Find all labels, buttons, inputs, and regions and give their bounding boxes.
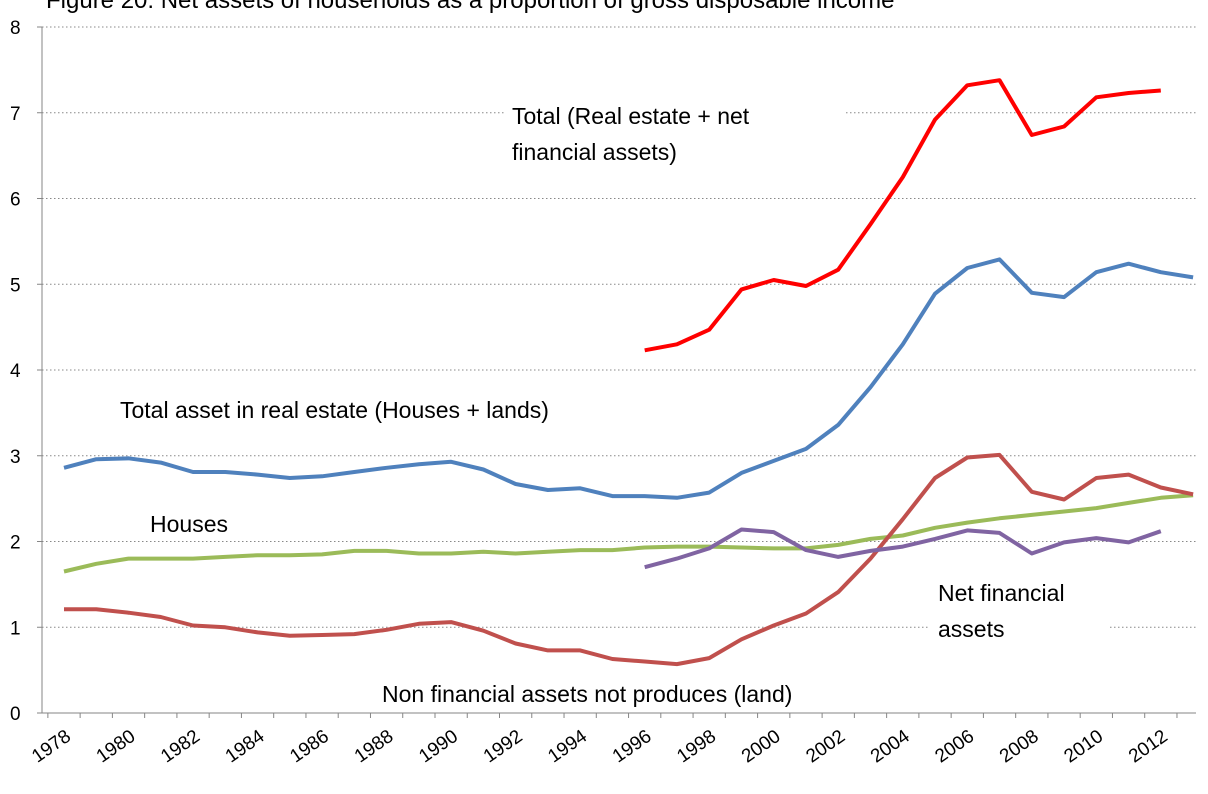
annotation: Total asset in real estate (Houses + lan…	[120, 397, 549, 423]
y-tick-label: 6	[10, 190, 21, 211]
y-tick-label: 5	[10, 275, 21, 296]
annotation-background	[930, 571, 1110, 651]
series-line	[644, 78, 1161, 353]
annotation: financial assets)	[512, 139, 677, 165]
y-tick-label: 7	[10, 104, 21, 125]
series-line	[63, 493, 1194, 574]
series-line	[64, 452, 1194, 667]
annotation: Houses	[150, 511, 228, 537]
chart-title: Figure 20: Net assets of households as a…	[46, 0, 894, 14]
annotation: Net financial	[938, 580, 1065, 606]
y-tick-label: 8	[10, 18, 21, 39]
y-tick-label: 3	[10, 447, 21, 468]
series-line	[644, 527, 1162, 570]
y-tick-label: 4	[10, 361, 21, 382]
annotation: Total (Real estate + net	[512, 103, 750, 129]
y-tick-label: 2	[10, 533, 21, 554]
series-line	[63, 257, 1194, 500]
y-tick-label: 0	[10, 704, 21, 725]
annotation-background	[504, 94, 844, 174]
annotation: assets	[938, 616, 1004, 642]
y-tick-label: 1	[10, 618, 21, 639]
annotation: Non financial assets not produces (land)	[382, 681, 792, 707]
